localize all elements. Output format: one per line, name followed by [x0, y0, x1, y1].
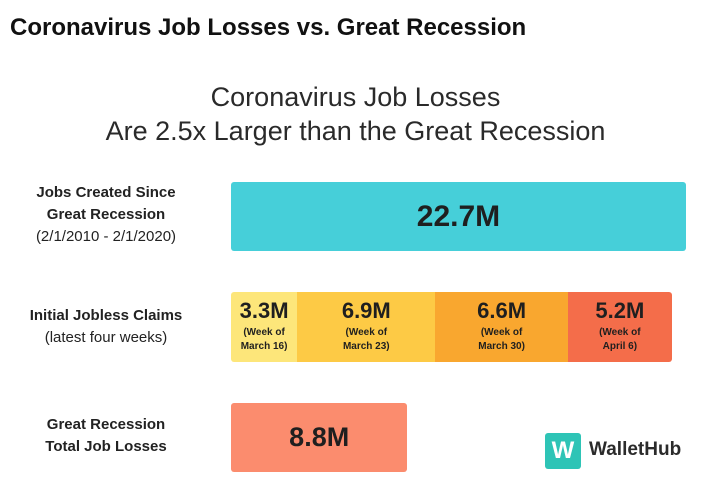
- row-label-line: Total Job Losses: [45, 438, 167, 455]
- bar-week-label: March 23): [342, 341, 390, 352]
- row-label-line: Great Recession: [46, 206, 166, 223]
- chart-title-line-1: Coronavirus Job Losses: [210, 82, 501, 112]
- row-label-line: Jobs Created Since: [36, 184, 176, 201]
- row-label: Initial Jobless Claims (latest four weeks…: [6, 305, 206, 349]
- bar-segment: 6.9M (Week of March 23): [297, 292, 436, 362]
- bar-value-label: 6.9M: [341, 298, 391, 323]
- page-title: Coronavirus Job Losses vs. Great Recessi…: [10, 14, 527, 41]
- bar-week-label: (Week of: [243, 327, 285, 338]
- row-label: Jobs Created Since Great Recession (2/1/20…: [6, 182, 206, 248]
- bar-value-label: 6.6M: [477, 298, 527, 323]
- bar-week-label: April 6): [602, 341, 638, 352]
- wallethub-w-icon: W: [545, 433, 581, 469]
- bar: 22.7M: [231, 182, 686, 251]
- bar-segment: 3.3M (Week of March 16): [231, 292, 298, 362]
- wallethub-wordmark: WalletHub: [589, 439, 682, 460]
- bar-value-label: 5.2M: [595, 298, 645, 323]
- bar-segment: 5.2M (Week of April 6): [567, 292, 672, 362]
- bar-week-label: March 16): [240, 341, 288, 352]
- row-label-line: Great Recession: [46, 416, 166, 433]
- bar: 8.8M: [231, 403, 408, 472]
- row-label-line: Initial Jobless Claims: [29, 307, 183, 324]
- bar-value-label: 8.8M: [289, 422, 350, 452]
- bar-value-label: 22.7M: [416, 200, 501, 233]
- chart-title-line-2: Are 2.5x Larger than the Great Recession: [105, 116, 606, 146]
- bar-value-label: 3.3M: [239, 298, 289, 323]
- row-label: Great Recession Total Job Losses: [6, 414, 206, 458]
- bar-week-label: (Week of: [599, 327, 641, 338]
- row-label-note: (latest four weeks): [44, 329, 168, 346]
- bar-week-label: March 30): [478, 341, 525, 352]
- bar-week-label: (Week of: [480, 327, 523, 338]
- bar-segment: 6.6M (Week of March 30): [435, 292, 568, 362]
- bar-week-label: (Week of: [345, 327, 388, 338]
- row-label-note: (2/1/2010 - 2/1/2020): [35, 228, 177, 245]
